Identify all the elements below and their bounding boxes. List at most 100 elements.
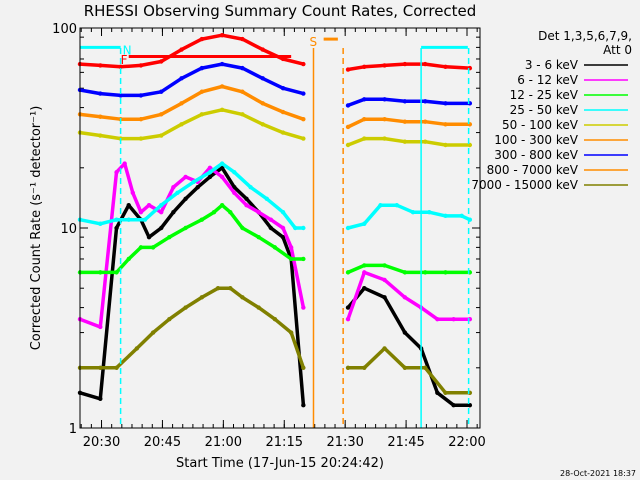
series-line-3-point [459,213,464,219]
series-line-5-point [362,116,367,122]
series-line-4-point [422,139,428,144]
series-line-8-point [256,305,261,310]
series-line-1-point [114,170,119,175]
series-line-5-point [138,116,144,122]
series-line-3-point [142,217,148,222]
series-line-4-point [280,130,286,135]
series-line-3-point [443,213,448,219]
series-line-5-point [159,112,164,117]
series-line-5-point [301,116,306,122]
series-line-2-point [167,234,172,240]
series-line-top-point [159,59,164,64]
series-line-1-point [451,316,456,322]
series-line-5-point [199,89,205,94]
series-line-top-point [422,61,428,67]
legend-entry-label: 25 - 50 keV [510,103,579,117]
series-line-2-point [382,263,387,268]
series-line-6-point [382,97,387,102]
series-line-0-point [345,305,351,310]
series-line-4-point [179,122,184,127]
legend-entry-label: 800 - 7000 keV [487,163,579,177]
series-line-5-point [422,119,428,124]
series-line-8-point [114,365,119,370]
series-line-6-point [422,99,428,104]
series-line-6-point [118,93,123,98]
series-line-0-point [126,203,131,208]
legend-entry-label: 50 - 100 keV [502,118,579,132]
series-line-top-point [179,47,184,52]
series-line-8-point [382,346,387,351]
series-line-6-point [362,97,367,102]
series-line-3-point [394,203,399,208]
series-line-4-point [138,136,144,141]
series-line-0-point [268,225,274,231]
series-line-5-point [219,84,225,89]
series-line-3 [79,161,304,230]
series-line-4-point [402,139,408,144]
legend-entry-label: 300 - 800 keV [494,148,578,162]
series-line-top-point [345,67,351,72]
series-line-3-point [280,209,286,215]
series-line-0-point [362,286,367,291]
legend-header: Det 1,3,5,6,7,9, [538,29,632,43]
series-line-2-point [256,234,261,240]
series-line-1-point [219,174,225,180]
series-line-6-point [402,99,408,104]
series-line-1 [346,270,470,321]
series-line-5-point [382,116,387,122]
series-line-2-point [272,245,278,250]
series-line-5-point [402,119,408,124]
series-line-6-point [138,93,144,98]
series-line-top-point [240,36,245,42]
series-line-0-point [207,174,213,180]
legend-entry-label: 3 - 6 keV [525,58,579,72]
series-line-0-point [219,165,225,170]
legend-entry-label: 7000 - 15000 keV [471,178,578,192]
series-line-6-point [199,65,205,71]
series-line-4-point [98,133,103,138]
series-line-top-point [199,36,205,42]
series-line-2-point [422,270,428,275]
series-line-4-point [219,107,225,112]
x-tick-label: 21:00 [205,435,242,450]
series-line-4-point [345,142,351,148]
series-line-3-point [248,184,253,190]
series-line-2-point [126,256,131,262]
series-line-4 [79,108,304,141]
series-line-top-point [260,47,265,52]
series-line-1 [79,161,306,329]
legend-entry-label: 12 - 25 keV [510,88,579,102]
series-line-3-point [410,209,416,215]
data-layer: 1 10 100 20:30 20:45 21:00 21:15 21:30 21:45 22:0… [52,22,486,450]
series-line-8-point [215,286,221,291]
series-line-6-point [260,76,265,81]
series-line-2-point [199,217,205,222]
series-line-0-point [435,390,440,395]
series-line-1-point [362,270,367,275]
series-line-3-point [264,196,270,201]
series-line-8-point [422,365,428,370]
legend-header: Att 0 [603,43,632,57]
y-tick-label: 10 [60,222,77,237]
series-line-3-point [175,190,180,195]
series-line-6-point [301,91,306,96]
series-line-0-point [195,184,200,190]
x-tick-label: 22:00 [448,435,485,450]
series-line-8-point [150,330,156,335]
series-line-8-point [288,330,294,335]
series-line-6-point [443,101,448,106]
legend-entry-label: 100 - 300 keV [494,133,578,147]
series-line-6-point [98,91,103,96]
series-line-5-point [443,122,448,127]
series-line-top-point [138,63,144,68]
series-line-3-point [219,161,225,166]
series-line-1-point [171,184,176,190]
annotation-label: S [309,35,317,49]
series-line-0-point [98,396,103,401]
series-line-8-point [183,305,188,310]
series-line-4-point [362,136,367,141]
series-line-5-point [345,124,351,130]
series-line-2-point [288,256,294,262]
